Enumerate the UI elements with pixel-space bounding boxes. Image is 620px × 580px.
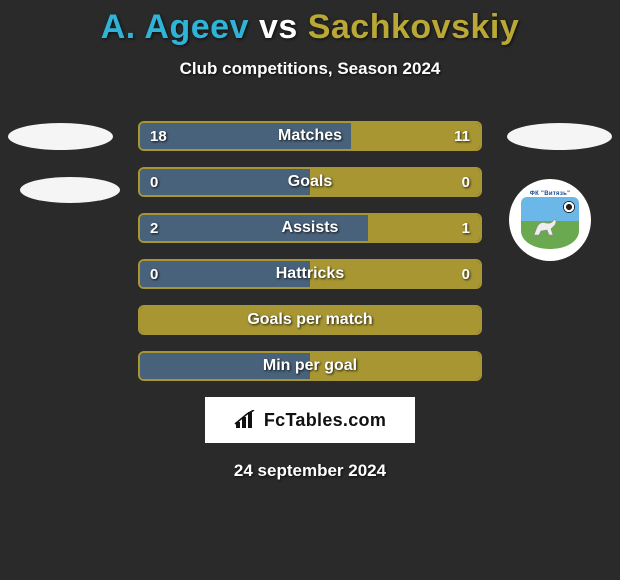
bar-right: [351, 123, 480, 149]
bar-left: [140, 169, 310, 195]
fctables-logo: FcTables.com: [205, 397, 415, 443]
bar-right: [368, 215, 480, 241]
stat-row-assists: Assists21: [138, 213, 482, 243]
logo-chart-icon: [234, 410, 258, 430]
bar-left: [140, 353, 310, 379]
stat-row-min-per-goal: Min per goal: [138, 351, 482, 381]
bar-right: [310, 261, 480, 287]
page-title: A. Ageev vs Sachkovskiy: [0, 8, 620, 47]
bar-left: [140, 261, 310, 287]
player-right-avatar-placeholder: [507, 123, 612, 150]
player-left-avatar-placeholder-2: [20, 177, 120, 203]
crest-horse-icon: [531, 217, 561, 239]
stat-row-matches: Matches1811: [138, 121, 482, 151]
bar-right: [140, 307, 480, 333]
title-player-left: A. Ageev: [101, 8, 249, 46]
player-right-club-crest: ФК "Витязь": [509, 179, 591, 261]
title-player-right: Sachkovskiy: [308, 8, 520, 46]
subtitle: Club competitions, Season 2024: [0, 59, 620, 79]
stat-row-goals: Goals00: [138, 167, 482, 197]
bar-right: [310, 169, 480, 195]
player-left-avatar-placeholder: [8, 123, 113, 150]
bar-left: [140, 123, 351, 149]
bar-right: [310, 353, 480, 379]
title-vs: vs: [259, 8, 298, 46]
footer-date: 24 september 2024: [0, 461, 620, 481]
stat-row-goals-per-match: Goals per match: [138, 305, 482, 335]
bar-left: [140, 215, 368, 241]
logo-text: FcTables.com: [264, 410, 386, 431]
stat-row-hattricks: Hattricks00: [138, 259, 482, 289]
